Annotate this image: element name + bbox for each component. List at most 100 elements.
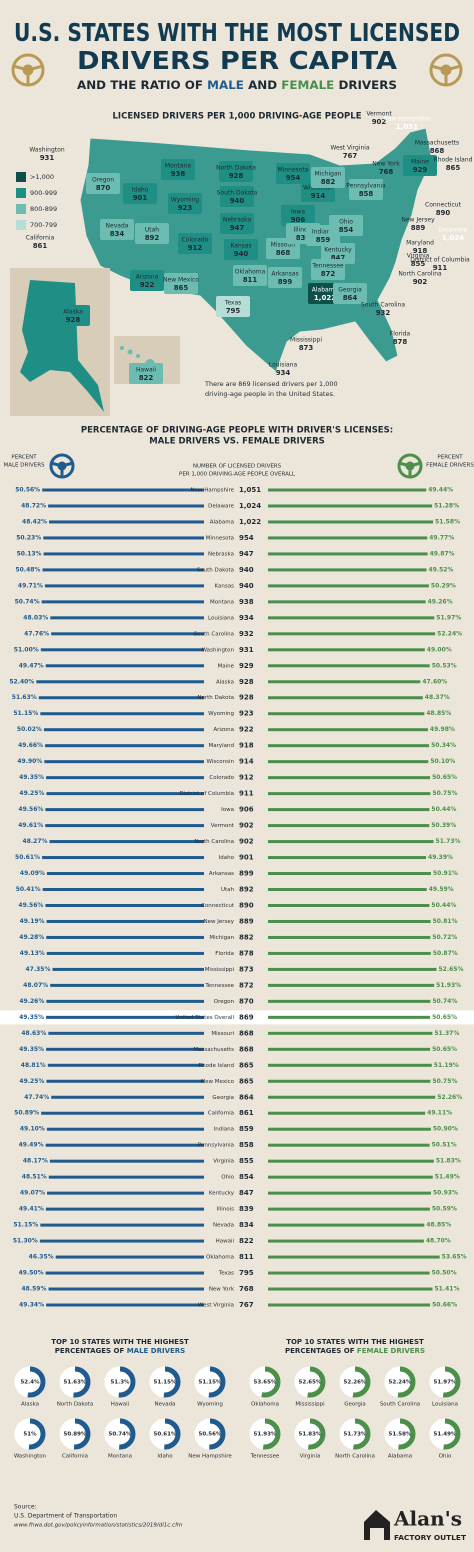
female-percent: 51.83% (436, 1158, 461, 1165)
state-name: Michigan (315, 171, 342, 178)
legend-swatch (16, 204, 26, 214)
driver-count: 811 (239, 1253, 254, 1261)
female-bar (268, 999, 431, 1003)
female-bar (268, 504, 433, 508)
state-name: New Mexico (163, 277, 199, 284)
donut-state: Wyoming (197, 1402, 223, 1408)
donut-state: Idaho (157, 1454, 173, 1460)
male-bar (42, 856, 204, 860)
state-name: Tennessee (311, 263, 344, 270)
female-bar (268, 1015, 431, 1019)
state-tile (161, 159, 195, 180)
male-bar (46, 1191, 205, 1195)
driver-count: 906 (239, 806, 254, 814)
legend-label: 700-799 (30, 221, 57, 229)
state-value: 947 (230, 224, 245, 232)
female-percent: 50.75% (432, 790, 457, 797)
state-name: South Carolina (194, 631, 234, 637)
female-bar (268, 520, 434, 524)
state-name: North Carolina (194, 839, 234, 845)
female-bar (268, 488, 427, 492)
state-name: Florida (390, 331, 411, 338)
donut-state: Mississippi (295, 1402, 325, 1408)
male-bar (49, 520, 204, 524)
state-name: Colorado (209, 775, 234, 781)
female-percent: 49.39% (428, 854, 453, 861)
driver-count: 870 (239, 997, 254, 1005)
driver-count: 911 (239, 790, 254, 798)
female-percent: 48.37% (425, 694, 450, 701)
column-header: PER 1,000 DRIVING-AGE PEOPLE OVERALL (179, 472, 296, 478)
state-value: 847 (331, 254, 346, 262)
female-bar (268, 1111, 426, 1115)
donut-label: 51.15% (154, 1380, 177, 1386)
state-name: Nevada (106, 223, 129, 230)
donut-label: 51.83% (299, 1432, 322, 1438)
driver-count: 929 (239, 662, 254, 670)
female-bar (268, 1207, 430, 1211)
column-header: NUMBER OF LICENSED DRIVERS (193, 464, 282, 470)
state-name: Missouri (271, 242, 296, 249)
female-bar (268, 1063, 432, 1067)
male-percent: 49.28% (19, 934, 44, 941)
donut-state: Virginia (300, 1454, 321, 1460)
female-bar (268, 808, 430, 812)
state-name: Utah (221, 887, 235, 893)
top10-title-part: FEMALE DRIVERS (357, 1347, 425, 1355)
state-value: 940 (230, 197, 245, 205)
source-url: www.fhwa.dot.gov/policyinformation/stati… (14, 1523, 182, 1529)
state-name: Kentucky (324, 247, 352, 254)
state-name: Alaska (216, 679, 234, 685)
female-bar (268, 1175, 433, 1179)
legend-label: 900-999 (30, 189, 57, 197)
map-title: LICENSED DRIVERS PER 1,000 DRIVING-AGE P… (113, 112, 362, 122)
state-name: Virginia (407, 253, 430, 260)
driver-count: 1,024 (239, 502, 261, 510)
state-name: Michigan (209, 935, 234, 941)
donut-label: 51.58% (389, 1432, 412, 1438)
state-name: Minnesota (278, 167, 309, 174)
state-value: 768 (379, 168, 394, 176)
state-name: North Dakota (216, 165, 256, 172)
female-percent: 50.34% (431, 742, 456, 749)
female-bar (268, 696, 423, 700)
male-percent: 48.63% (21, 1030, 46, 1037)
donut-label: 51% (23, 1432, 37, 1438)
top10-title-part: PERCENTAGES OF (55, 1347, 127, 1355)
female-bar (268, 903, 430, 907)
male-percent: 49.26% (19, 998, 44, 1005)
state-tile (311, 167, 345, 188)
state-tile (220, 213, 254, 234)
state-name: United States Overall (175, 1015, 234, 1021)
donut-arc (429, 1366, 461, 1398)
female-percent: 50.65% (432, 1046, 457, 1053)
legend-label: >1,000 (30, 173, 54, 181)
female-percent: 49.44% (428, 487, 453, 494)
state-name: Wyoming (171, 197, 199, 204)
legend-label: 800-899 (30, 205, 57, 213)
state-name: California (208, 1111, 234, 1117)
state-tile (281, 205, 315, 226)
female-bar (268, 1271, 430, 1275)
male-bar (45, 824, 204, 828)
female-bar (268, 1143, 430, 1147)
state-name: Georgia (338, 287, 362, 294)
state-name: Texas (218, 1271, 234, 1277)
male-percent: 50.41% (16, 886, 41, 893)
female-percent: 50.10% (430, 758, 455, 765)
state-value: 872 (321, 270, 336, 278)
female-bar (268, 1191, 431, 1195)
logo-sub: FACTORY OUTLET (394, 1534, 466, 1542)
state-value: 882 (321, 178, 336, 186)
state-name: Ohio (221, 1175, 234, 1181)
donut-arc (14, 1418, 46, 1450)
driver-count: 1,051 (239, 486, 261, 494)
female-percent: 49.98% (430, 726, 455, 733)
female-bar (268, 1127, 431, 1131)
state-tile (403, 155, 437, 176)
state-name: Iowa (221, 807, 234, 813)
donut-label: 51.73% (344, 1432, 367, 1438)
male-percent: 49.49% (19, 1142, 44, 1149)
driver-count: 865 (239, 1077, 254, 1085)
